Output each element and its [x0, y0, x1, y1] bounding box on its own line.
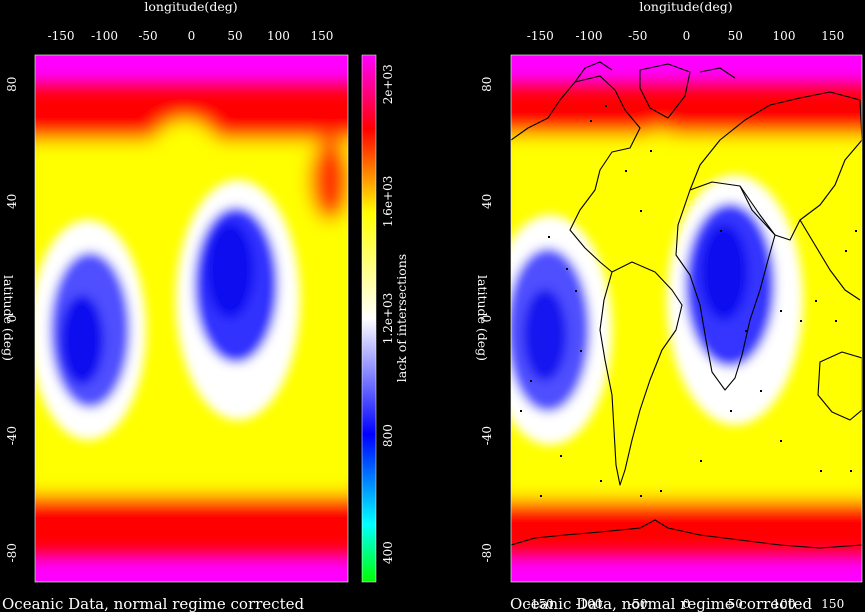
right-y-tick-label: -40 — [480, 426, 494, 445]
left-x-tick-label: 150 — [310, 29, 333, 43]
antarctica-coast — [511, 519, 862, 549]
left-x-axis-label: longitude(deg) — [144, 0, 237, 14]
island-markers — [520, 105, 857, 497]
left-x-tick-label: -150 — [48, 29, 75, 43]
right-y-tick-label: 80 — [480, 77, 494, 92]
right-y-tick-label: 40 — [480, 194, 494, 209]
right-x-tick-label: 100 — [773, 29, 796, 43]
right-y-axis: latitude (deg) 80 40 0 -40 -80 — [475, 77, 494, 563]
right-y-tick-label: 0 — [480, 315, 494, 323]
right-x-tick-label: -150 — [527, 29, 554, 43]
right-x-axis-label: longitude(deg) — [639, 0, 732, 14]
left-x-axis: longitude(deg) -150 -100 -50 0 50 100 15… — [48, 0, 334, 43]
australia-coast — [817, 351, 862, 421]
colorbar: lack of intersections 400 800 1.2e+03 1.… — [361, 54, 409, 583]
right-x-tick-label: -100 — [576, 29, 603, 43]
right-map-panel — [511, 55, 862, 582]
left-x-tick-label: -100 — [91, 29, 118, 43]
left-y-tick-label: -40 — [5, 426, 19, 445]
colorbar-tick-label: 1.2e+03 — [381, 293, 395, 345]
colorbar-gradient — [361, 54, 377, 583]
right-plot-frame — [510, 54, 863, 583]
colorbar-tick-label: 2e+03 — [381, 64, 395, 104]
left-y-axis-label: latitude (deg) — [1, 275, 16, 361]
left-x-tick-label: 100 — [267, 29, 290, 43]
south-america-coast — [599, 261, 683, 486]
left-y-tick-label: 80 — [5, 77, 19, 92]
africa-coast — [675, 181, 776, 391]
europe-asia-coast — [689, 91, 862, 241]
right-x-tick-label: 50 — [728, 29, 743, 43]
right-bottom-x-tick-label: 100 — [773, 597, 796, 611]
greenland-coast — [639, 63, 691, 119]
colorbar-tick-label: 1.6e+03 — [381, 176, 395, 228]
arctic-islands-coast — [574, 61, 736, 83]
right-bottom-x-tick-label: 0 — [683, 597, 691, 611]
left-y-tick-label: 40 — [5, 194, 19, 209]
left-y-tick-label: -80 — [5, 543, 19, 562]
right-bottom-x-tick-label: -50 — [628, 597, 647, 611]
left-plot-frame — [34, 54, 349, 583]
right-bottom-x-tick-label: 150 — [821, 597, 844, 611]
left-y-axis: latitude (deg) 80 40 0 -40 -80 — [1, 77, 19, 563]
right-bottom-overlay: -150 -100 -50 0 50 100 150 Oceanic Data,… — [510, 595, 844, 612]
right-x-tick-label: -50 — [628, 29, 647, 43]
left-x-tick-label: 0 — [188, 29, 196, 43]
left-y-tick-label: 0 — [5, 315, 19, 323]
coastlines — [511, 61, 862, 549]
right-x-tick-label: 0 — [683, 29, 691, 43]
southeast-asia-coast — [799, 219, 861, 301]
right-x-axis: longitude(deg) -150 -100 -50 0 50 100 15… — [527, 0, 844, 43]
left-map-panel — [35, 55, 348, 582]
right-bottom-x-tick-label: -150 — [527, 597, 554, 611]
right-bottom-x-tick-label: 50 — [728, 597, 743, 611]
left-chart-title: Oceanic Data, normal regime corrected — [2, 595, 304, 612]
colorbar-label: lack of intersections — [394, 254, 409, 382]
colorbar-tick-label: 800 — [381, 424, 395, 447]
right-y-tick-label: -80 — [480, 543, 494, 562]
colorbar-tick-label: 400 — [381, 541, 395, 564]
left-x-tick-label: -50 — [138, 29, 157, 43]
right-x-tick-label: 150 — [821, 29, 844, 43]
left-x-tick-label: 50 — [227, 29, 242, 43]
right-chart-title: Oceanic Data, normal regime corrected — [510, 595, 812, 612]
north-america-coast — [511, 75, 641, 273]
right-y-axis-label: latitude (deg) — [475, 275, 490, 361]
right-bottom-x-tick-label: -100 — [576, 597, 603, 611]
